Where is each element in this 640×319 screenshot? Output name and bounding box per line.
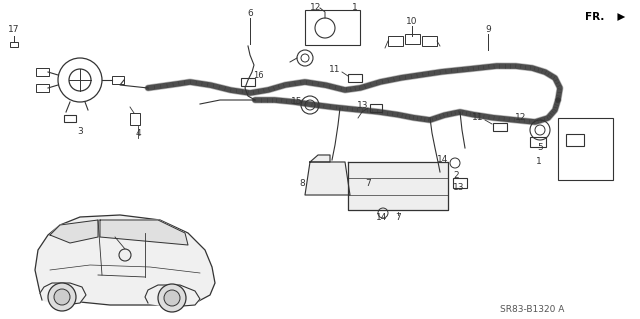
Text: 14: 14 — [376, 213, 388, 222]
Bar — [558, 118, 613, 180]
Bar — [130, 113, 140, 125]
Text: FR.: FR. — [585, 12, 604, 22]
Text: 16: 16 — [253, 71, 263, 80]
Bar — [241, 78, 255, 86]
Text: 1: 1 — [536, 158, 542, 167]
Text: 8: 8 — [299, 179, 305, 188]
Polygon shape — [305, 162, 350, 195]
Bar — [493, 123, 507, 131]
Bar — [405, 34, 420, 44]
Bar — [36, 84, 49, 92]
Polygon shape — [40, 283, 86, 305]
Text: 5: 5 — [537, 144, 543, 152]
Polygon shape — [145, 285, 200, 307]
Text: 17: 17 — [8, 26, 20, 34]
Text: 10: 10 — [406, 18, 418, 26]
Text: 1: 1 — [352, 4, 358, 12]
Text: 3: 3 — [77, 128, 83, 137]
Text: 11: 11 — [328, 65, 340, 75]
Bar — [305, 10, 360, 45]
Polygon shape — [50, 220, 98, 243]
Circle shape — [54, 289, 70, 305]
Bar — [388, 36, 403, 46]
Polygon shape — [348, 162, 448, 210]
Bar — [422, 36, 437, 46]
Polygon shape — [35, 215, 215, 305]
Text: 14: 14 — [436, 155, 448, 165]
Text: 4: 4 — [135, 129, 141, 137]
Text: SR83-B1320 A: SR83-B1320 A — [500, 306, 564, 315]
Bar — [530, 137, 546, 147]
Text: 12: 12 — [310, 4, 321, 12]
Bar — [370, 104, 382, 112]
Text: 6: 6 — [247, 10, 253, 19]
Polygon shape — [310, 155, 330, 162]
Text: 11: 11 — [472, 114, 483, 122]
Text: 7: 7 — [365, 180, 371, 189]
Bar — [348, 74, 362, 82]
Text: 2: 2 — [453, 170, 459, 180]
Circle shape — [158, 284, 186, 312]
Circle shape — [164, 290, 180, 306]
Text: 12: 12 — [515, 114, 527, 122]
Text: 15: 15 — [291, 98, 302, 107]
Bar — [453, 178, 467, 188]
Bar — [36, 68, 49, 76]
Circle shape — [48, 283, 76, 311]
Text: 9: 9 — [485, 26, 491, 34]
Text: 13: 13 — [356, 100, 368, 109]
Text: 13: 13 — [453, 183, 465, 192]
Bar — [566, 134, 584, 146]
Bar — [112, 76, 124, 84]
Bar — [64, 115, 76, 122]
Polygon shape — [100, 220, 188, 245]
Bar — [10, 42, 18, 47]
Text: 7: 7 — [395, 213, 401, 222]
